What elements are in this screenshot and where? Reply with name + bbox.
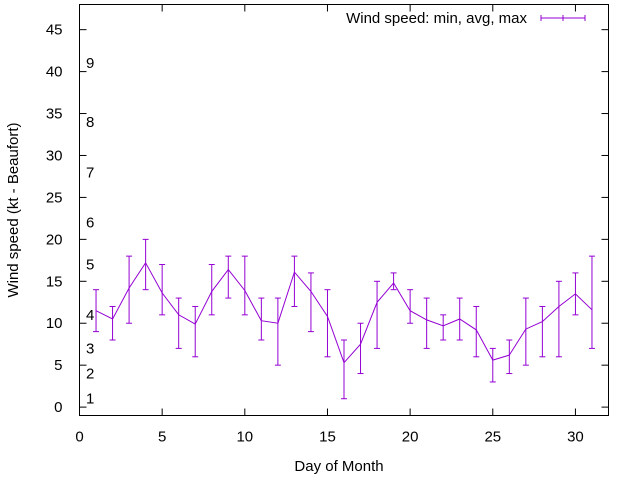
beaufort-label: 8	[86, 114, 94, 131]
y-axis-label: Wind speed (kt - Beaufort)	[5, 122, 22, 297]
legend-key	[540, 15, 586, 21]
y-tick-label: 5	[54, 357, 62, 374]
beaufort-label: 7	[86, 164, 94, 181]
beaufort-label: 6	[86, 215, 94, 232]
beaufort-scale: 1 2 3 4 5 6 7 8 9	[86, 55, 94, 408]
x-tick-label: 30	[567, 429, 584, 446]
y-tick-label: 25	[46, 189, 63, 206]
y-tick-label: 45	[46, 22, 63, 39]
y-tick-label: 20	[46, 231, 63, 248]
legend: Wind speed: min, avg, max	[346, 10, 586, 27]
beaufort-label: 2	[86, 366, 94, 383]
x-axis-label: Day of Month	[294, 458, 383, 475]
beaufort-label: 3	[86, 340, 94, 357]
beaufort-label: 5	[86, 257, 94, 274]
y-tick-label: 40	[46, 64, 63, 81]
beaufort-label: 9	[86, 55, 94, 72]
x-tick-label: 25	[484, 429, 501, 446]
y-tick-label: 0	[54, 399, 62, 416]
y-tick-label: 35	[46, 106, 63, 123]
beaufort-label: 1	[86, 391, 94, 408]
y-tick-label: 30	[46, 147, 63, 164]
x-tick-label: 5	[158, 429, 166, 446]
x-tick-label: 15	[319, 429, 336, 446]
x-tick-label: 20	[402, 429, 419, 446]
beaufort-label: 4	[86, 307, 94, 324]
series-layer	[93, 238, 595, 400]
legend-label: Wind speed: min, avg, max	[346, 10, 527, 27]
y-tick-label: 15	[46, 273, 63, 290]
y-tick-label: 10	[46, 315, 63, 332]
plot-frame	[79, 4, 609, 416]
x-tick-label: 0	[75, 429, 83, 446]
x-tick-label: 10	[236, 429, 253, 446]
